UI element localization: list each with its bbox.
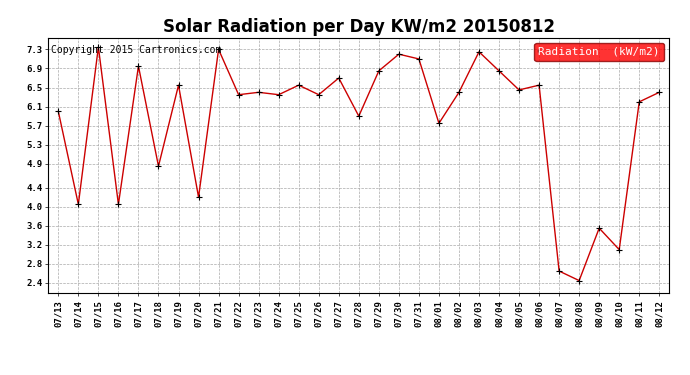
Title: Solar Radiation per Day KW/m2 20150812: Solar Radiation per Day KW/m2 20150812	[163, 18, 555, 36]
Legend: Radiation  (kW/m2): Radiation (kW/m2)	[535, 43, 664, 61]
Text: Copyright 2015 Cartronics.com: Copyright 2015 Cartronics.com	[51, 45, 221, 55]
